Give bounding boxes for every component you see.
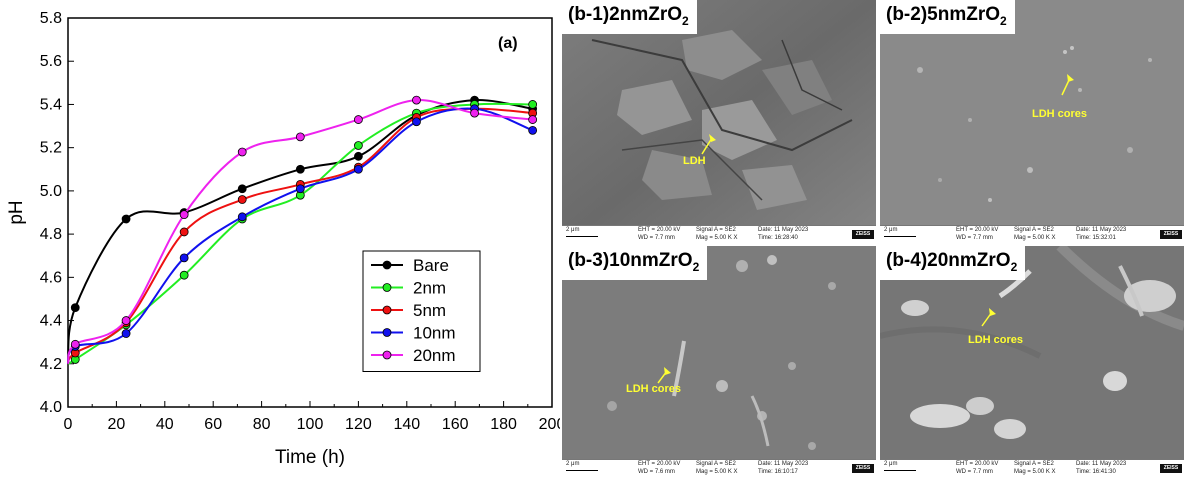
data-point-Bare (295, 164, 305, 174)
sem-tile-b1: LDH (b-1)2nmZrO2 2 μm EHT = 20.00 kV WD … (562, 0, 876, 243)
x-tick-label: 0 (64, 416, 73, 433)
sem-tile-b3: LDH cores (b-3)10nmZrO2 2 μm EHT = 20.00… (562, 246, 876, 477)
data-point-2nm (353, 141, 363, 150)
y-axis-label: pH (6, 200, 27, 224)
data-point-20nm (70, 339, 80, 349)
sem-b4-annotation: LDH cores (968, 334, 1024, 346)
data-point-10nm (528, 125, 538, 135)
sem-b4-databar: 2 μm EHT = 20.00 kV WD = 7.7 mm Signal A… (880, 459, 1184, 477)
sem-b3-databar: 2 μm EHT = 20.00 kV WD = 7.6 mm Signal A… (562, 459, 876, 477)
data-point-Bare (70, 303, 80, 312)
x-tick-label: 100 (297, 416, 324, 433)
x-axis-label: Time (h) (275, 447, 345, 468)
sem-b4-title: (b-4)20nmZrO2 (880, 246, 1026, 280)
sem-b2-databar: 2 μm EHT = 20.00 kV WD = 7.7 mm Signal A… (880, 225, 1184, 243)
data-point-10nm (121, 329, 131, 338)
x-tick-label: 160 (442, 416, 469, 433)
y-tick-label: 5.8 (40, 10, 62, 27)
sem-b1-scale: 2 μm (566, 227, 580, 233)
legend-swatch-marker (382, 305, 392, 315)
data-point-20nm (412, 95, 421, 105)
legend-label: 10nm (413, 324, 456, 343)
legend-label: 5nm (413, 301, 446, 320)
sem-b1-databar: 2 μm EHT = 20.00 kV WD = 7.7 mm Signal A… (562, 225, 876, 243)
sem-tile-b2: LDH cores (b-2)5nmZrO2 2 μm EHT = 20.00 … (880, 0, 1184, 243)
legend-swatch-marker (382, 260, 392, 270)
legend-label: 2nm (413, 279, 446, 298)
y-tick-label: 4.0 (40, 399, 62, 416)
data-point-10nm (412, 117, 421, 127)
sem-b2-annotation: LDH cores (1032, 108, 1088, 120)
y-tick-label: 4.4 (40, 313, 62, 330)
series-line-Bare (67, 99, 533, 364)
data-point-10nm (179, 253, 189, 263)
y-tick-label: 4.6 (40, 269, 62, 286)
ph-chart-panel: 0 20 40 60 80 100 120 140 160 180 200 4.0 4.2 4.4 4.6 4… (0, 0, 565, 477)
y-tick-label: 5.0 (40, 183, 62, 200)
zeiss-logo: ZEISS (852, 230, 874, 239)
data-point-5nm (237, 195, 247, 204)
sem-image-grid: LDH (b-1)2nmZrO2 2 μm EHT = 20.00 kV WD … (562, 0, 1184, 477)
x-tick-label: 20 (108, 416, 126, 433)
sem-image-b1 (562, 0, 876, 243)
sem-b3-title: (b-3)10nmZrO2 (562, 246, 708, 280)
data-point-5nm (179, 227, 189, 237)
y-tick-label: 5.6 (40, 53, 62, 70)
data-point-2nm (528, 100, 538, 109)
data-point-10nm (295, 184, 305, 194)
data-point-2nm (179, 270, 189, 280)
data-point-20nm (179, 210, 189, 220)
series-line-20nm (67, 99, 533, 365)
zeiss-logo: ZEISS (1160, 230, 1182, 239)
y-tick-label: 4.8 (40, 226, 62, 243)
data-point-20nm (121, 316, 131, 325)
sem-image-b3 (562, 246, 876, 477)
y-tick-label: 5.4 (40, 96, 62, 113)
ph-line-chart: 0 20 40 60 80 100 120 140 160 180 200 4.0 4.2 4.4 4.6 4… (6, 10, 565, 468)
series-line-10nm (67, 107, 534, 365)
panel-label: (a) (498, 35, 518, 52)
legend-label: Bare (413, 256, 449, 275)
legend-swatch-marker (382, 283, 392, 292)
zeiss-logo: ZEISS (852, 464, 874, 473)
legend-swatch-marker (382, 350, 392, 360)
sem-image-b4 (880, 246, 1184, 477)
x-tick-label: 200 (539, 416, 560, 433)
data-point-10nm (353, 164, 363, 174)
data-point-Bare (353, 151, 363, 161)
x-tick-label: 80 (253, 416, 271, 433)
legend-swatch-marker (382, 328, 392, 337)
sem-b3-annotation: LDH cores (626, 383, 682, 395)
data-point-Bare (237, 184, 247, 194)
legend-label: 20nm (413, 346, 456, 365)
series-line-5nm (67, 107, 533, 365)
sem-tile-b4: LDH cores (b-4)20nmZrO2 2 μm EHT = 20.00… (880, 246, 1184, 477)
sem-b2-title: (b-2)5nmZrO2 (880, 0, 1015, 34)
data-point-20nm (470, 108, 479, 118)
sem-b1-title: (b-1)2nmZrO2 (562, 0, 697, 34)
data-point-20nm (353, 115, 363, 124)
data-point-10nm (237, 212, 247, 222)
y-tick-label: 5.2 (40, 140, 62, 157)
data-point-Bare (121, 214, 131, 224)
sem-image-b2 (880, 0, 1184, 243)
x-tick-label: 60 (204, 416, 222, 433)
x-tick-label: 120 (345, 416, 372, 433)
data-point-20nm (295, 132, 305, 142)
x-tick-label: 180 (490, 416, 517, 433)
x-tick-label: 40 (156, 416, 174, 433)
x-tick-label: 140 (393, 416, 420, 433)
y-tick-label: 4.2 (40, 356, 62, 373)
zeiss-logo: ZEISS (1160, 464, 1182, 473)
data-point-20nm (528, 115, 538, 124)
data-point-20nm (237, 147, 247, 157)
legend-box (362, 250, 481, 372)
sem-b1-annotation: LDH (683, 155, 706, 167)
